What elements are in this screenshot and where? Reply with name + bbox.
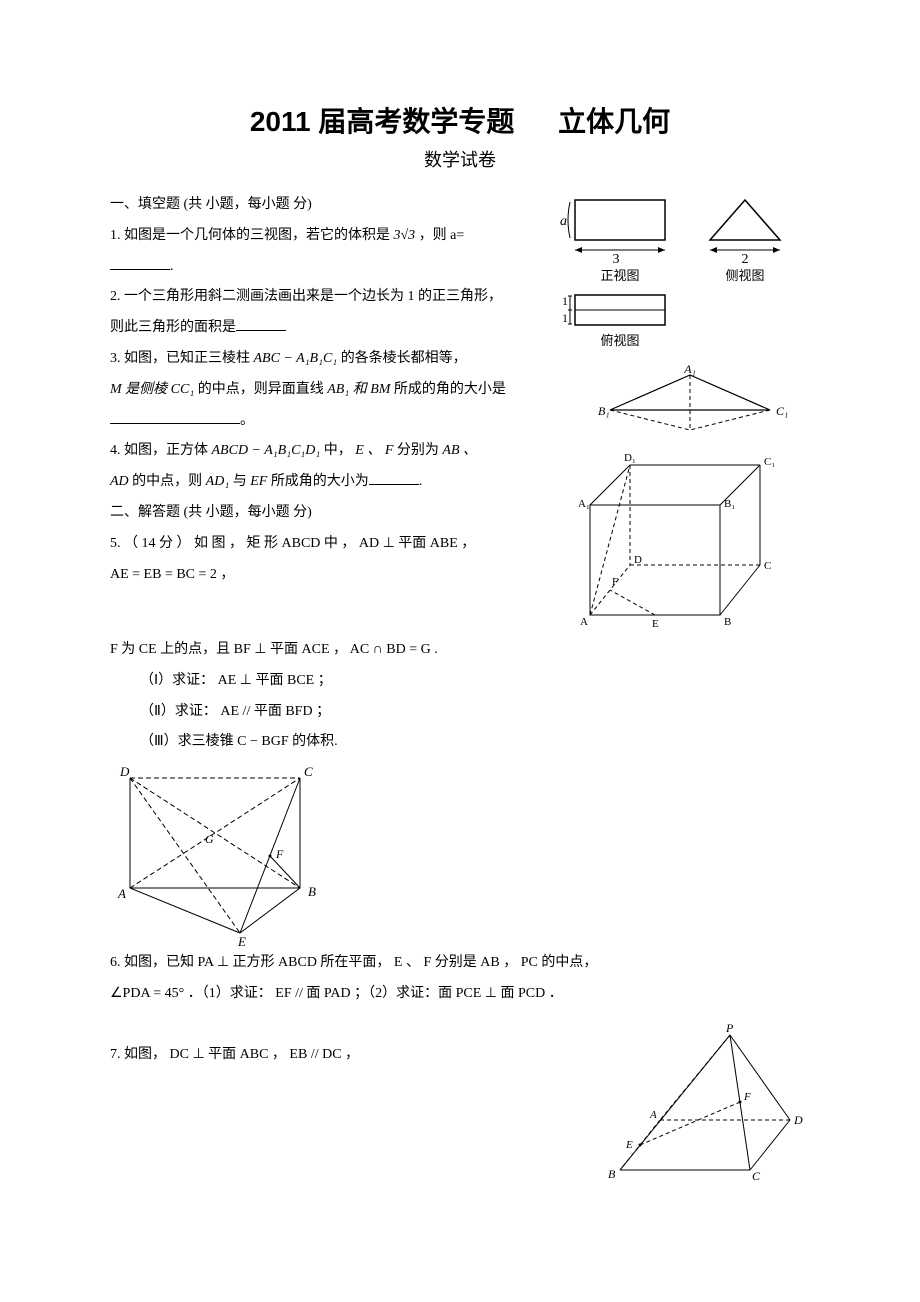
q4-l1-pre: 4. 如图，正方体 <box>110 443 212 458</box>
q1-value: 3√3 <box>394 228 416 243</box>
q1: 1. 如图是一个几何体的三视图，若它的体积是 3√3 ，则 a=. <box>110 221 510 283</box>
q5-F: F <box>275 847 284 861</box>
q4-l1-m2: E 、 F <box>355 443 393 458</box>
q3-l1-post: 的各条棱长都相等， <box>337 351 467 366</box>
cube-figure: D₁ C₁ A₁ B₁ D C A B E F <box>540 445 810 635</box>
q7-figure: P A D B C E F <box>590 1020 810 1190</box>
q5-E: E <box>237 934 246 948</box>
q4-l2-pre: AD <box>110 474 129 489</box>
q4-l2-mid2: 与 <box>229 474 250 489</box>
cube-C1: C₁ <box>764 456 775 468</box>
label-side-w: 2 <box>742 252 749 267</box>
q3-line1: 3. 如图，已知正三棱柱 ABC − A₁B₁C₁ 的各条棱长都相等， <box>110 344 510 375</box>
q3-l2-end: 。 <box>240 413 254 428</box>
q4-line2: AD 的中点，则 AD₁ 与 EF 所成角的大小为. <box>110 467 510 498</box>
q7-F: F <box>743 1091 751 1103</box>
q5-l3: F 为 CE 上的点，且 BF ⊥ 平面 ACE ， AC ∩ BD = G . <box>110 635 810 666</box>
cube-C: C <box>764 560 771 572</box>
q1-prefix: 1. 如图是一个几何体的三视图，若它的体积是 <box>110 228 394 243</box>
label-top: 俯视图 <box>600 333 639 348</box>
q5-B: B <box>308 884 316 899</box>
q1-suffix: ，则 a= <box>415 228 464 243</box>
title-part1: 2011 届高考数学专题 <box>250 106 515 137</box>
q3-l1-pre: 3. 如图，已知正三棱柱 <box>110 351 254 366</box>
q1-blank <box>110 255 170 270</box>
q5-i2: （Ⅱ）求证： AE // 平面 BFD ； <box>110 697 810 728</box>
title-part2: 立体几何 <box>558 106 670 137</box>
right-figure-column: a 3 正视图 2 侧视图 1 1 <box>540 190 810 635</box>
q4-l1-post: 分别为 <box>393 443 442 458</box>
q2: 2. 一个三角形用斜二测画法画出来是一个边长为 1 的正三角形，则此三角形的面积… <box>110 282 510 344</box>
cube-B1: B₁ <box>724 498 735 510</box>
q7-C: C <box>752 1169 761 1183</box>
q4-blank <box>369 470 419 485</box>
q4-l1-m3: AB 、 <box>442 443 477 458</box>
section2-heading: 二、解答题 (共 小题，每小题 分) <box>110 498 510 529</box>
label-B1: B₁ <box>598 404 610 418</box>
q4-l2-m2: EF <box>250 474 267 489</box>
q5-G: G <box>205 832 214 846</box>
cube-B: B <box>724 616 731 628</box>
q5-A: A <box>117 886 126 901</box>
cube-E: E <box>652 618 659 630</box>
q1-period: . <box>170 259 174 274</box>
label-top-h2: 1 <box>562 311 568 325</box>
q4-l1-mid: 中， <box>320 443 355 458</box>
q7-figure-wrap: P A D B C E F <box>590 1020 810 1190</box>
q6-l2: ∠PDA = 45° ．（1）求证： EF // 面 PAD ；（2）求证：面 … <box>110 979 810 1010</box>
page-subtitle: 数学试卷 <box>110 146 810 172</box>
q3-l2-mid: 的中点，则异面直线 <box>194 382 327 397</box>
q7-A: A <box>649 1109 657 1121</box>
cube-F: F <box>612 576 618 588</box>
page-title: 2011 届高考数学专题 立体几何 <box>110 100 810 140</box>
q4-l2-m1: AD₁ <box>206 474 230 489</box>
q3-blank <box>110 409 240 424</box>
q5-D: D <box>119 764 130 779</box>
q3-l2-pre: M 是侧棱 <box>110 382 171 397</box>
label-A1: A₁ <box>683 365 696 376</box>
label-top-h1: 1 <box>562 294 568 308</box>
q3-l1-math: ABC − A₁B₁C₁ <box>254 351 338 366</box>
q5-figure: G D C A B E F <box>110 758 340 948</box>
q2-blank <box>236 316 286 331</box>
q7-B: B <box>608 1167 616 1181</box>
q4-l1-m1: ABCD − A₁B₁C₁D₁ <box>212 443 321 458</box>
q2-text: 2. 一个三角形用斜二测画法画出来是一个边长为 1 的正三角形，则此三角形的面积… <box>110 289 502 335</box>
q7-P: P <box>725 1021 734 1035</box>
cube-A1: A₁ <box>578 498 590 510</box>
q3-l2-post: 所成的角的大小是 <box>390 382 506 397</box>
cube-D1: D₁ <box>624 452 636 464</box>
label-front-w: 3 <box>613 252 620 267</box>
q4-line1: 4. 如图，正方体 ABCD − A₁B₁C₁D₁ 中， E 、 F 分别为 A… <box>110 436 510 467</box>
q3-l2-m1: CC₁ <box>171 382 195 397</box>
q4-l2-end: . <box>419 474 423 489</box>
q5-C: C <box>304 764 313 779</box>
prism-figure: A₁ B₁ C₁ <box>540 365 810 445</box>
q7-D: D <box>793 1113 803 1127</box>
q5-l1: 5. （ 14 分 ） 如 图 ， 矩 形 ABCD 中 ， AD ⊥ 平面 A… <box>110 529 510 560</box>
q3-line2: M 是侧棱 CC₁ 的中点，则异面直线 AB₁ 和 BM 所成的角的大小是。 <box>110 375 510 437</box>
three-view-figure: a 3 正视图 2 侧视图 1 1 <box>540 190 810 365</box>
cube-A: A <box>580 616 588 628</box>
q6-l1: 6. 如图，已知 PA ⊥ 正方形 ABCD 所在平面， E 、 F 分别是 A… <box>110 948 810 979</box>
q7-E: E <box>625 1139 633 1151</box>
q3-l2-m2: AB₁ 和 BM <box>327 382 390 397</box>
q4-l2-mid: 的中点，则 <box>129 474 206 489</box>
q5-i3: （Ⅲ）求三棱锥 C − BGF 的体积. <box>110 727 810 758</box>
q4-l2-post: 所成角的大小为 <box>267 474 369 489</box>
label-front: 正视图 <box>600 268 639 283</box>
label-C1: C₁ <box>776 404 788 418</box>
label-a: a <box>560 214 567 229</box>
q5-i1: （Ⅰ）求证： AE ⊥ 平面 BCE ； <box>110 666 810 697</box>
label-side: 侧视图 <box>725 268 764 283</box>
cube-D: D <box>634 554 642 566</box>
